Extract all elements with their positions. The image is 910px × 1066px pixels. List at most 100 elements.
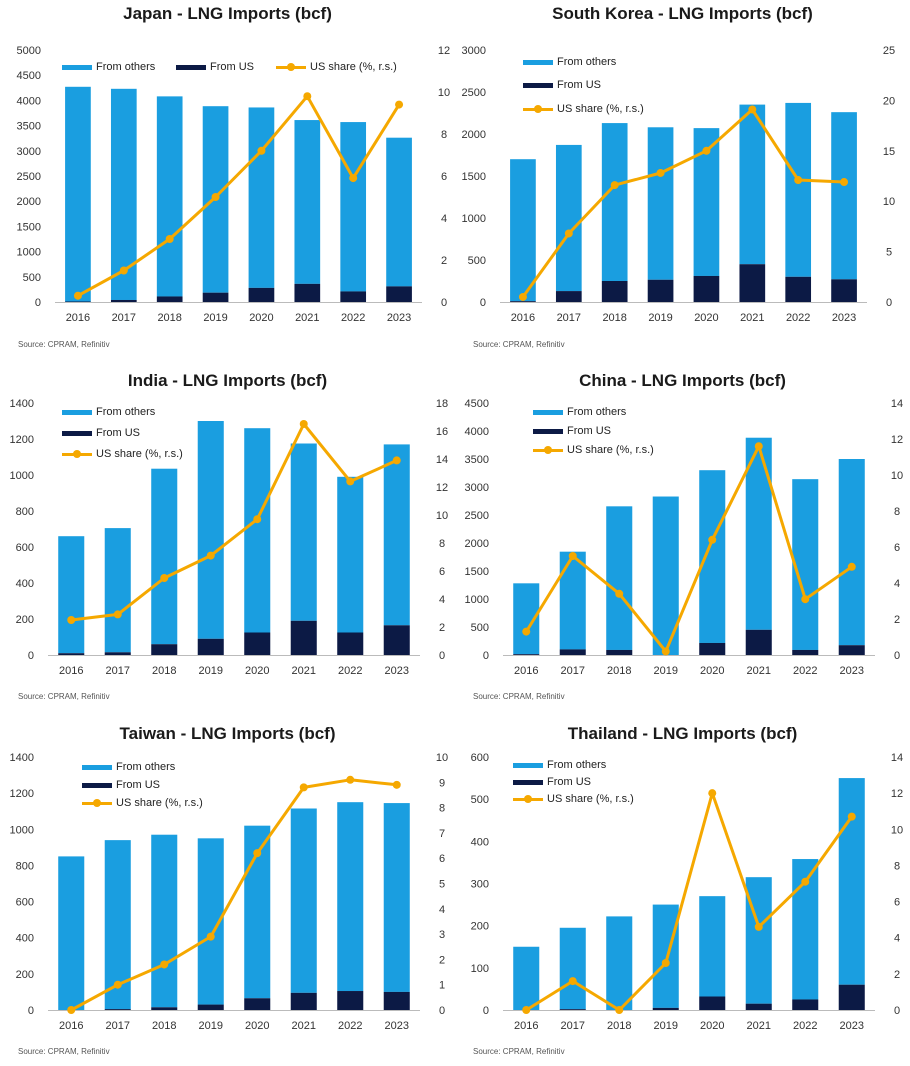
bar-from-others <box>290 808 317 993</box>
right-axis-tick-label: 0 <box>441 297 447 309</box>
left-axis-tick-label: 1200 <box>10 788 34 800</box>
left-axis-tick-label: 2000 <box>462 129 486 141</box>
legend-swatch-us <box>62 431 92 436</box>
left-axis-tick-label: 500 <box>471 794 489 806</box>
x-axis-tick-label: 2022 <box>338 1020 362 1032</box>
bar-from-us <box>244 998 271 1010</box>
left-axis-tick-label: 0 <box>28 1005 34 1017</box>
left-axis-tick-label: 600 <box>16 897 34 909</box>
us-share-point <box>346 477 355 486</box>
bar-from-others <box>340 122 367 292</box>
bar-from-us <box>699 996 726 1010</box>
chart-title: India - LNG Imports (bcf) <box>127 371 328 390</box>
us-share-point <box>160 574 169 582</box>
bar-from-us <box>838 645 865 655</box>
legend-swatch-others <box>62 410 92 415</box>
right-axis-tick-label: 10 <box>438 87 450 99</box>
legend-swatch-share-dot <box>287 63 295 71</box>
bar-from-others <box>838 459 865 646</box>
left-axis-tick-label: 0 <box>483 650 489 662</box>
bar-from-us <box>792 999 819 1010</box>
left-axis-tick-label: 3500 <box>17 121 41 133</box>
left-axis-tick-label: 2000 <box>17 196 41 208</box>
right-axis-tick-label: 9 <box>439 777 445 789</box>
us-share-point <box>568 977 577 986</box>
bar-from-others <box>244 428 271 633</box>
bar-from-others <box>151 468 178 645</box>
right-axis-tick-label: 0 <box>894 650 900 662</box>
bar-from-us <box>559 1009 586 1010</box>
chart-title: Japan - LNG Imports (bcf) <box>123 4 332 23</box>
legend-swatch-share-dot <box>73 450 81 458</box>
right-axis-tick-label: 0 <box>439 1005 445 1017</box>
bar-from-us <box>248 287 275 302</box>
us-share-point <box>113 610 122 619</box>
us-share-point <box>568 552 577 560</box>
legend-swatch-share-dot <box>524 795 532 803</box>
us-share-point <box>801 877 810 886</box>
us-share-point <box>165 235 174 243</box>
x-axis-tick-label: 2020 <box>694 312 718 324</box>
right-axis-tick-label: 0 <box>886 297 892 309</box>
right-axis-tick-label: 12 <box>891 434 903 446</box>
bar-from-others <box>601 123 628 281</box>
left-axis-tick-label: 300 <box>471 879 489 891</box>
x-axis-tick-label: 2019 <box>654 665 678 677</box>
bar-from-us <box>290 620 317 655</box>
left-axis-tick-label: 600 <box>16 542 34 554</box>
us-share-point <box>113 980 122 989</box>
left-axis-tick-label: 1400 <box>10 398 34 410</box>
right-axis-tick-label: 4 <box>894 578 900 590</box>
chart-title: Taiwan - LNG Imports (bcf) <box>119 724 336 743</box>
right-axis-tick-label: 6 <box>894 542 900 554</box>
left-axis-tick-label: 2500 <box>462 87 486 99</box>
bar-from-others <box>555 144 582 292</box>
x-axis-tick-label: 2017 <box>557 312 581 324</box>
x-axis-tick-label: 2019 <box>203 312 227 324</box>
chart-plot-india: 0 200 400 600 800 1000 1200 1400 0 2 4 6 8 10 12 14 16 18… <box>10 398 449 677</box>
legend-label-us: From US <box>567 425 611 437</box>
us-share-line <box>521 108 845 298</box>
bar-from-us <box>202 292 229 302</box>
left-axis-tick-label: 1000 <box>462 213 486 225</box>
x-axis-tick-label: 2023 <box>832 312 856 324</box>
us-share-point <box>119 266 128 275</box>
right-axis-tick-label: 10 <box>891 470 903 482</box>
bar-from-others <box>290 443 317 621</box>
x-axis-tick-label: 2017 <box>106 1020 130 1032</box>
x-axis-tick-label: 2018 <box>152 1020 176 1032</box>
legend-swatch-us <box>176 65 206 70</box>
x-axis-tick-label: 2019 <box>199 1020 223 1032</box>
x-axis-tick-label: 2020 <box>245 1020 269 1032</box>
bar-from-others <box>58 856 85 1010</box>
left-axis-tick-label: 200 <box>471 921 489 933</box>
left-axis-tick-label: 0 <box>28 650 34 662</box>
bar-from-us <box>510 301 536 302</box>
left-axis-tick-label: 1000 <box>10 824 34 836</box>
x-axis-tick-label: 2016 <box>59 1020 83 1032</box>
right-axis-tick-label: 6 <box>439 566 445 578</box>
bar-from-others <box>838 778 865 985</box>
x-axis-tick-label: 2021 <box>292 665 316 677</box>
right-axis-tick-label: 2 <box>439 954 445 966</box>
left-axis-tick-label: 1500 <box>462 171 486 183</box>
right-axis-tick-label: 4 <box>894 933 900 945</box>
bar-from-others <box>337 802 364 992</box>
right-axis-tick-label: 7 <box>439 828 445 840</box>
bar-from-us <box>151 1007 178 1010</box>
bar-from-others <box>785 102 812 277</box>
legend-swatch-us <box>513 780 543 785</box>
bar-from-us <box>386 286 412 302</box>
x-axis-tick-label: 2019 <box>648 312 672 324</box>
bar-from-others <box>383 444 410 626</box>
x-axis-tick-label: 2022 <box>338 665 362 677</box>
x-axis-tick-label: 2018 <box>157 312 181 324</box>
left-axis-tick-label: 1200 <box>10 434 34 446</box>
chart-source: Source: CPRAM, Refinitiv <box>473 340 565 349</box>
x-axis-tick-label: 2018 <box>602 312 626 324</box>
x-axis-tick-label: 2016 <box>59 665 83 677</box>
left-axis-tick-label: 600 <box>471 752 489 764</box>
legend-swatch-share-dot <box>93 799 101 807</box>
x-axis-tick-label: 2016 <box>66 312 90 324</box>
us-share-point <box>303 92 312 101</box>
